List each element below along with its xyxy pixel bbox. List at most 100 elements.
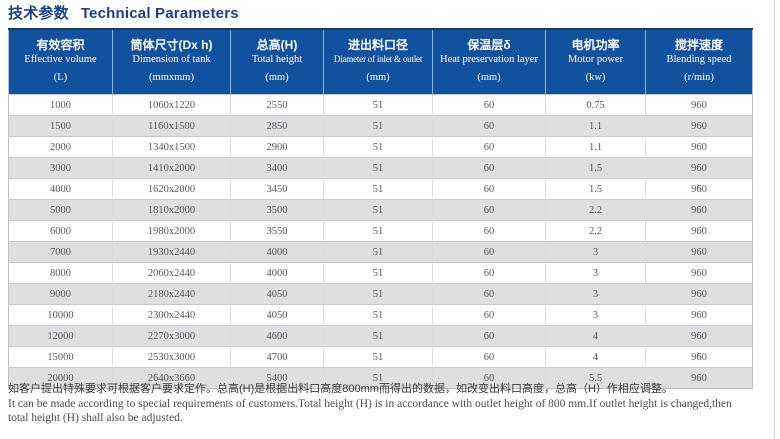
column-header-1: 有效容积 Effective volume (L) xyxy=(8,28,113,95)
table-cell: 51 xyxy=(323,94,433,116)
table-cell: 12000 xyxy=(8,325,113,347)
column-header-en: Total height xyxy=(251,54,303,65)
table-cell: 1500 xyxy=(8,115,113,137)
table-cell: 3000 xyxy=(8,157,113,179)
table-row: 10000 2300x2440 4050 51 60 3 960 xyxy=(8,304,753,326)
table-cell: 960 xyxy=(645,157,753,179)
table-cell: 2.2 xyxy=(545,199,646,221)
table-cell: 3 xyxy=(545,241,646,263)
table-cell: 1160x1500 xyxy=(112,115,231,137)
table-cell: 60 xyxy=(432,241,546,263)
table-cell: 60 xyxy=(432,178,546,200)
column-header-unit: (mm) xyxy=(265,72,289,83)
table-row: 7000 1930x2440 4000 51 60 3 960 xyxy=(8,241,753,263)
table-row: 5000 1810x2000 3500 51 60 2.2 960 xyxy=(8,199,753,221)
table-cell: 5000 xyxy=(8,199,113,221)
column-header-3: 总高(H) Total height (mm) xyxy=(230,28,324,95)
table-cell: 960 xyxy=(645,304,753,326)
column-header-zh: 有效容积 xyxy=(36,38,85,52)
table-cell: 3500 xyxy=(230,199,324,221)
table-cell: 1.5 xyxy=(545,178,646,200)
table-cell: 5400 xyxy=(230,367,324,389)
table-cell: 1000 xyxy=(8,94,113,116)
table-cell: 960 xyxy=(645,94,753,116)
table-cell: 4000 xyxy=(230,262,324,284)
table-cell: 1810x2000 xyxy=(112,199,231,221)
column-header-zh: 保温层δ xyxy=(467,38,511,52)
table-header: 有效容积 Effective volume (L) 筒体尺寸(Dx h) Dimensi… xyxy=(8,28,753,95)
table-cell: 1.1 xyxy=(545,136,646,158)
table-cell: 4050 xyxy=(230,283,324,305)
table-cell: 51 xyxy=(323,157,433,179)
footer-note: 如客户提出特殊要求可根据客户要求定作。总高(H)是根据出料口高度800mm而得出… xyxy=(8,382,768,425)
table-cell: 960 xyxy=(645,178,753,200)
table-cell: 2.2 xyxy=(545,220,646,242)
table-cell: 60 xyxy=(432,94,546,116)
footer-note-zh: 如客户提出特殊要求可根据客户要求定作。总高(H)是根据出料口高度800mm而得出… xyxy=(8,383,673,395)
table-cell: 4700 xyxy=(230,346,324,368)
table-cell: 51 xyxy=(323,220,433,242)
table-cell: 960 xyxy=(645,136,753,158)
column-header-en: Blending speed xyxy=(666,54,732,65)
table-cell: 60 xyxy=(432,157,546,179)
column-header-zh: 总高(H) xyxy=(256,38,298,52)
table-cell: 15000 xyxy=(8,346,113,368)
table-cell: 3400 xyxy=(230,157,324,179)
table-cell: 51 xyxy=(323,115,433,137)
table-cell: 2000 xyxy=(8,136,113,158)
column-header-unit: (mm) xyxy=(477,72,501,83)
table-cell: 60 xyxy=(432,304,546,326)
table-row: 4000 1620x2000 3450 51 60 1.5 960 xyxy=(8,178,753,200)
table-cell: 60 xyxy=(432,199,546,221)
table-row: 3000 1410x2000 3400 51 60 1.5 960 xyxy=(8,157,753,179)
table-cell: 60 xyxy=(432,262,546,284)
table-cell: 3 xyxy=(545,262,646,284)
column-header-en: Effective volume xyxy=(24,54,97,65)
column-header-en: Heat preservation layer xyxy=(440,54,538,65)
table-row: 15000 2530x3000 4700 51 60 4 960 xyxy=(8,346,753,368)
table-cell: 1620x2000 xyxy=(112,178,231,200)
table-cell: 1340x1500 xyxy=(112,136,231,158)
table-cell: 1410x2000 xyxy=(112,157,231,179)
column-header-zh: 搅拌速度 xyxy=(674,38,723,52)
table-cell: 4 xyxy=(545,346,646,368)
table-cell: 1980x2000 xyxy=(112,220,231,242)
table-body: 1000 1060x1220 2550 51 60 0.75 960 1500 1160x150… xyxy=(8,94,753,389)
table-cell: 1.5 xyxy=(545,157,646,179)
table-cell: 8000 xyxy=(8,262,113,284)
table-cell: 51 xyxy=(323,346,433,368)
table-cell: 4000 xyxy=(230,241,324,263)
table-row: 20000 2640x3660 5400 51 60 5.5 960 xyxy=(8,367,753,389)
table-cell: 51 xyxy=(323,283,433,305)
column-header-zh: 电机功率 xyxy=(571,38,620,52)
table-cell: 60 xyxy=(432,136,546,158)
table-cell: 51 xyxy=(323,199,433,221)
table-cell: 1060x1220 xyxy=(112,94,231,116)
table-row: 6000 1980x2000 3550 51 60 2.2 960 xyxy=(8,220,753,242)
column-header-zh: 筒体尺寸(Dx h) xyxy=(130,38,213,52)
table-cell: 960 xyxy=(645,199,753,221)
footer-note-en: It can be made according to special requ… xyxy=(8,397,768,425)
table-cell: 960 xyxy=(645,325,753,347)
table-cell: 960 xyxy=(645,220,753,242)
table-cell: 60 xyxy=(432,115,546,137)
table-cell: 3 xyxy=(545,283,646,305)
table-cell: 60 xyxy=(432,325,546,347)
column-header-unit: (mmxmm) xyxy=(149,72,194,83)
table-cell: 51 xyxy=(323,178,433,200)
table-cell: 51 xyxy=(323,325,433,347)
table-cell: 1930x2440 xyxy=(112,241,231,263)
table-cell: 60 xyxy=(432,346,546,368)
table-row: 12000 2270x3000 4600 51 60 4 960 xyxy=(8,325,753,347)
table-cell: 960 xyxy=(645,283,753,305)
column-header-en: Dimension of tank xyxy=(132,54,211,65)
table-cell: 2900 xyxy=(230,136,324,158)
table-cell: 3450 xyxy=(230,178,324,200)
table-cell: 4050 xyxy=(230,304,324,326)
table-row: 9000 2180x2440 4050 51 60 3 960 xyxy=(8,283,753,305)
table-cell: 4000 xyxy=(8,178,113,200)
table-cell: 51 xyxy=(323,241,433,263)
footer-note-en-line2: total height (H) shall also be adjusted. xyxy=(8,412,183,424)
table-cell: 6000 xyxy=(8,220,113,242)
